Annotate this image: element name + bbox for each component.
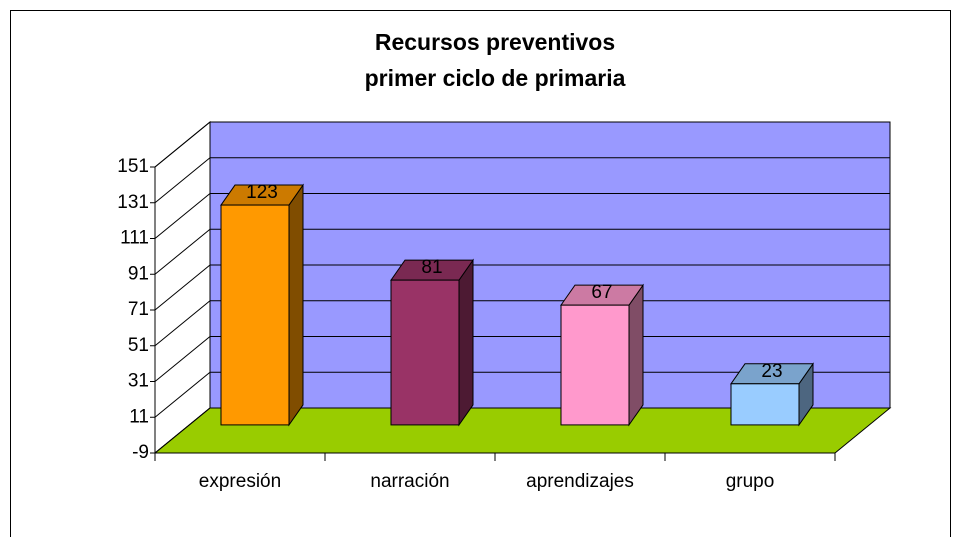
bar (220, 204, 290, 426)
x-tick-label: aprendizajes (526, 471, 634, 492)
value-label: 67 (591, 282, 612, 303)
x-tick-label: expresión (199, 471, 281, 492)
grid-line (154, 157, 211, 204)
grid-line (154, 228, 211, 275)
chart-subtitle: primer ciclo de primaria (365, 65, 626, 91)
value-label: 123 (246, 182, 278, 203)
y-tick-label: 71 (128, 299, 149, 320)
x-tick-label: narración (370, 471, 449, 492)
grid-line (154, 264, 211, 311)
bar-side (458, 258, 474, 427)
grid-line (154, 371, 211, 418)
bar (560, 304, 630, 426)
grid-line (154, 407, 211, 454)
grid-line (154, 121, 211, 168)
bar-side (628, 283, 644, 427)
y-tick-label: 131 (117, 192, 149, 213)
x-tick-label: grupo (726, 471, 775, 492)
bar (730, 383, 800, 426)
grid-line (154, 300, 211, 347)
bar-side (288, 183, 304, 427)
grid-line (154, 336, 211, 382)
value-label: 23 (761, 361, 782, 382)
y-tick-label: 151 (117, 156, 149, 177)
value-label: 81 (421, 257, 442, 278)
y-tick-label: 111 (120, 228, 149, 249)
y-tick-label: 31 (128, 371, 149, 392)
y-tick-label: 51 (128, 335, 149, 356)
bar (390, 279, 460, 426)
grid-line (154, 193, 211, 239)
chart-title: Recursos preventivos (375, 29, 615, 55)
y-tick-label: -9 (132, 442, 149, 463)
y-tick-label: 91 (128, 263, 149, 284)
y-tick-label: 11 (129, 406, 149, 427)
